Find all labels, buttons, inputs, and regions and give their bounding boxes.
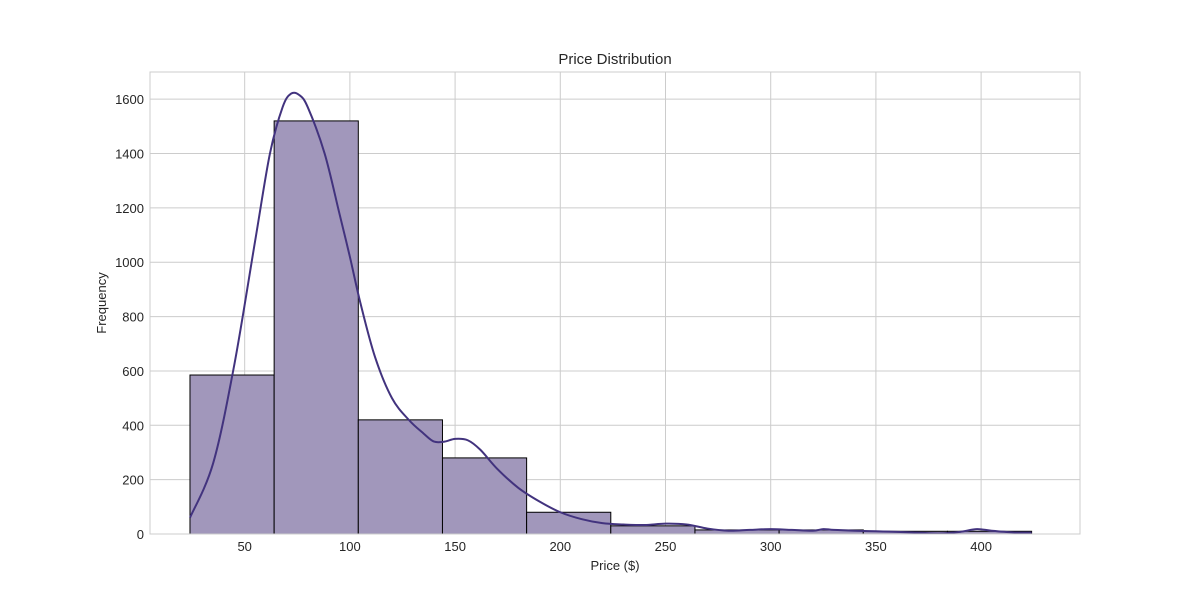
chart-title: Price Distribution [558,51,671,68]
y-tick-label: 1400 [115,147,144,162]
plot-frame [149,71,1081,535]
x-tick-label: 250 [655,539,677,554]
x-tick-labels: 50 100 150 200 250 300 350 400 [237,539,992,554]
x-tick-label: 300 [760,539,782,554]
kde-layer [189,91,1032,535]
histogram-bar [189,374,275,535]
y-tick-label: 600 [122,364,144,379]
x-tick-label: 150 [444,539,466,554]
x-tick-label: 350 [865,539,887,554]
histogram-bar [441,457,528,535]
x-tick-label: 100 [339,539,361,554]
histogram-bar [610,525,696,535]
y-tick-labels: 0 200 400 600 800 1000 1200 1400 1600 [115,92,144,542]
bar-layer [189,120,1033,535]
y-tick-label: 0 [137,527,144,542]
x-axis-label: Price ($) [590,558,639,573]
x-tick-label: 200 [549,539,571,554]
histogram-bar [357,419,443,535]
y-tick-label: 800 [122,310,144,325]
x-tick-label: 400 [970,539,992,554]
kde-curve [189,91,1032,535]
y-tick-label: 1600 [115,92,144,107]
y-axis-label: Frequency [94,272,109,334]
y-tick-label: 200 [122,473,144,488]
x-tick-label: 50 [237,539,251,554]
y-tick-label: 1200 [115,201,144,216]
histogram-bar [273,120,359,535]
y-tick-label: 1000 [115,255,144,270]
y-tick-label: 400 [122,418,144,433]
